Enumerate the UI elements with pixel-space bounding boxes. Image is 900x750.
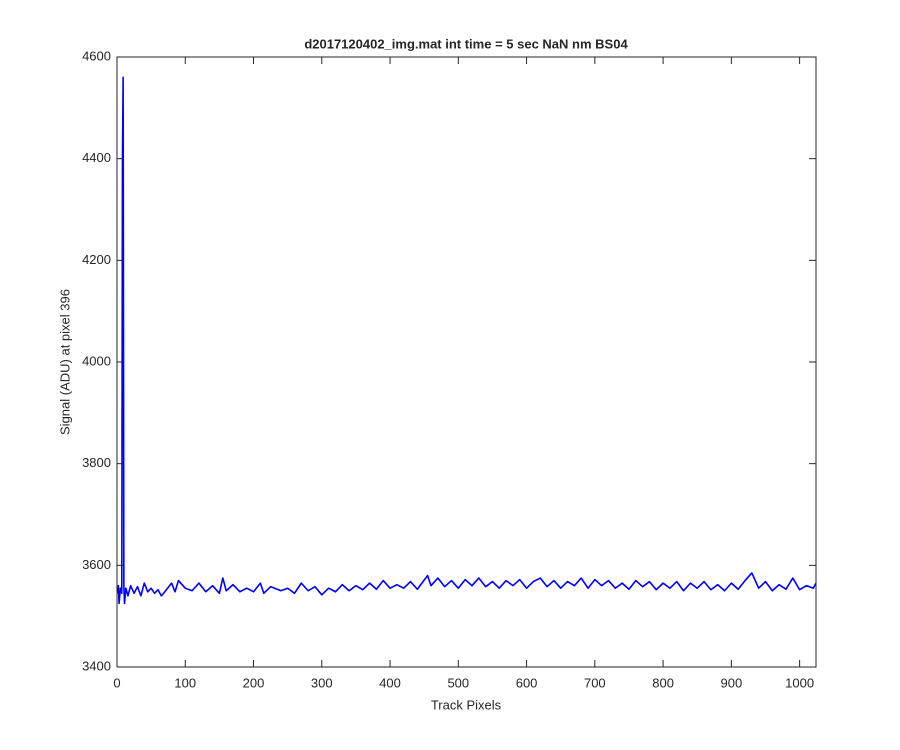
x-tick-label: 800 (652, 675, 674, 690)
x-tick-label: 500 (447, 675, 469, 690)
x-tick-label: 300 (311, 675, 333, 690)
x-tick-label: 1000 (785, 675, 814, 690)
x-axis-label: Track Pixels (431, 697, 502, 712)
y-tick-label: 4600 (82, 48, 111, 63)
chart-title: d2017120402_img.mat int time = 5 sec NaN… (304, 36, 628, 51)
y-tick-label: 3400 (82, 658, 111, 673)
x-tick-label: 100 (174, 675, 196, 690)
y-axis-label: Signal (ADU) at pixel 396 (57, 289, 72, 435)
x-tick-label: 600 (516, 675, 538, 690)
y-tick-label: 4000 (82, 353, 111, 368)
x-tick-label: 0 (113, 675, 120, 690)
y-tick-label: 3800 (82, 455, 111, 470)
x-tick-label: 200 (243, 675, 265, 690)
x-tick-label: 700 (584, 675, 606, 690)
x-tick-label: 400 (379, 675, 401, 690)
data-line (116, 76, 817, 605)
y-tick-label: 4200 (82, 252, 111, 267)
y-tick-label: 3600 (82, 557, 111, 572)
x-tick-label: 900 (721, 675, 743, 690)
y-tick-label: 4400 (82, 150, 111, 165)
